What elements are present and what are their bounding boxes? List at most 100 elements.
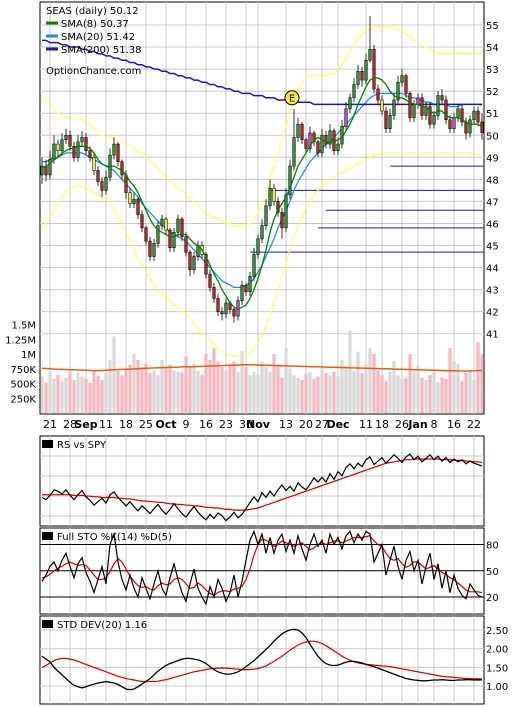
volume-bar bbox=[308, 371, 312, 413]
volume-bar bbox=[436, 382, 440, 413]
candle-body bbox=[72, 145, 76, 158]
candle-body bbox=[88, 150, 92, 158]
candle-body bbox=[352, 84, 356, 99]
volume-bar bbox=[224, 370, 228, 413]
volume-bar bbox=[428, 375, 432, 413]
volume-bar bbox=[72, 380, 76, 413]
volume-bar bbox=[456, 363, 460, 413]
legend-swatch bbox=[42, 532, 53, 540]
stochastic-legend-label: Full STO %K(14) %D(5) bbox=[57, 532, 172, 543]
date-tick-label: 26 bbox=[395, 418, 409, 431]
volume-bar bbox=[80, 376, 84, 413]
volume-bar bbox=[56, 374, 60, 413]
volume-bar bbox=[52, 378, 56, 413]
date-tick-label: 16 bbox=[199, 418, 213, 431]
volume-bar bbox=[468, 370, 472, 413]
volume-bar bbox=[416, 365, 420, 413]
candle-body bbox=[316, 141, 320, 154]
candle-body bbox=[308, 132, 312, 149]
candle-body bbox=[472, 110, 476, 121]
volume-bar bbox=[448, 348, 452, 413]
volume-bar bbox=[180, 372, 184, 413]
volume-bar bbox=[304, 374, 308, 413]
volume-bar bbox=[360, 372, 364, 413]
candle-body bbox=[260, 225, 264, 240]
price-panel: 41 42 43 44 45 46 47 48 49 50 51 52 53 54 55 E SEAS (dai… bbox=[39, 1, 499, 415]
candle-body bbox=[192, 256, 196, 271]
volume-bar bbox=[84, 378, 88, 413]
candle-body bbox=[264, 205, 268, 226]
candle-body bbox=[416, 97, 420, 105]
candle-body bbox=[312, 132, 316, 143]
candle-body bbox=[480, 121, 484, 133]
std-dev-legend-label: STD DEV(20) 1.16 bbox=[57, 620, 147, 631]
candle-body bbox=[348, 97, 352, 110]
candle-body bbox=[436, 95, 440, 116]
candle-body bbox=[364, 59, 368, 81]
volume-bar bbox=[260, 361, 264, 413]
volume-bar bbox=[440, 377, 444, 413]
volume-bar bbox=[316, 376, 320, 413]
volume-bar bbox=[160, 359, 164, 413]
candle-body bbox=[360, 71, 364, 81]
candle-body bbox=[304, 139, 308, 149]
legend-swatch bbox=[42, 440, 53, 448]
price-tick-label: 47 bbox=[486, 197, 499, 208]
candle-body bbox=[128, 192, 132, 204]
candle-body bbox=[324, 134, 328, 145]
candle-body bbox=[280, 212, 284, 229]
candle-body bbox=[56, 143, 60, 151]
volume-bar bbox=[76, 372, 80, 413]
volume-bar bbox=[68, 371, 72, 413]
volume-bar bbox=[464, 372, 468, 413]
date-tick-label: 20 bbox=[299, 418, 313, 431]
candle-body bbox=[400, 75, 404, 83]
date-tick-label: 11 bbox=[99, 418, 113, 431]
volume-bar bbox=[112, 336, 116, 413]
volume-tick-label: 1.5M bbox=[11, 321, 36, 332]
candle-body bbox=[456, 108, 460, 118]
date-tick-label: Dec bbox=[326, 418, 349, 431]
price-tick-label: 45 bbox=[486, 242, 499, 253]
candle-body bbox=[212, 287, 216, 299]
volume-bar bbox=[364, 364, 368, 413]
candle-body bbox=[256, 238, 260, 255]
earnings-marker bbox=[284, 90, 300, 106]
candle-body bbox=[452, 117, 456, 129]
candle-body bbox=[204, 254, 208, 275]
candle-body bbox=[368, 48, 372, 61]
candle-body bbox=[432, 115, 436, 125]
earnings-marker-label: E bbox=[289, 93, 295, 104]
candle-body bbox=[40, 165, 44, 176]
candle-body bbox=[208, 273, 212, 288]
volume-bar bbox=[100, 380, 104, 413]
volume-bar bbox=[472, 380, 476, 413]
date-tick-label: 16 bbox=[447, 418, 461, 431]
bollinger-lower-line bbox=[41, 152, 482, 357]
volume-bar bbox=[92, 370, 96, 413]
volume-bar bbox=[268, 371, 272, 413]
volume-bar bbox=[196, 370, 200, 413]
date-tick-label: 13 bbox=[279, 418, 293, 431]
candle-body bbox=[284, 194, 288, 229]
volume-bar bbox=[108, 359, 112, 413]
volume-bar bbox=[328, 375, 332, 413]
volume-bar bbox=[272, 354, 276, 413]
candle-body bbox=[296, 123, 300, 138]
candle-body bbox=[232, 309, 236, 317]
volume-bar bbox=[340, 359, 344, 413]
volume-bar bbox=[292, 375, 296, 413]
volume-bar bbox=[252, 371, 256, 413]
volume-bar bbox=[132, 354, 136, 413]
candle-body bbox=[408, 93, 412, 118]
volume-bar bbox=[372, 354, 376, 413]
candle-body bbox=[172, 231, 176, 249]
rs-legend-label: RS vs SPY bbox=[57, 440, 107, 451]
volume-bar bbox=[412, 370, 416, 413]
candle-body bbox=[384, 110, 388, 129]
date-tick-label: 18 bbox=[119, 418, 133, 431]
price-legend-title: SEAS (daily) 50.12 bbox=[46, 6, 139, 17]
volume-bar bbox=[244, 367, 248, 413]
date-tick-label: 9 bbox=[183, 418, 190, 431]
